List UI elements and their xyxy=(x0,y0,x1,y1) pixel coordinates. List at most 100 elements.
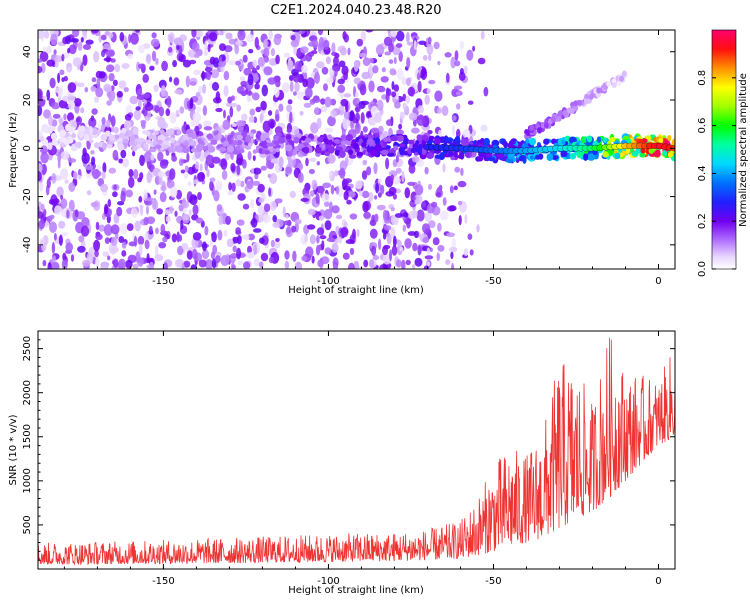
noise-blob xyxy=(309,234,316,245)
track-blob xyxy=(128,141,136,146)
noise-blob xyxy=(401,76,407,86)
noise-blob xyxy=(451,262,455,269)
noise-blob xyxy=(414,257,423,267)
track-blob xyxy=(84,133,90,142)
noise-blob xyxy=(362,126,368,133)
colorbar-tick-label: 0.8 xyxy=(697,70,708,86)
noise-blob xyxy=(184,165,189,172)
noise-blob xyxy=(218,43,227,51)
track-blob xyxy=(326,134,333,141)
track-blob xyxy=(667,151,674,158)
noise-blob xyxy=(396,129,404,136)
noise-blob xyxy=(420,68,428,80)
noise-blob xyxy=(286,128,292,133)
track-blob xyxy=(459,151,465,160)
noise-blob xyxy=(234,44,240,55)
noise-blob xyxy=(340,47,347,56)
noise-blob xyxy=(211,232,217,241)
noise-blob xyxy=(401,170,405,183)
noise-blob xyxy=(38,211,44,219)
noise-blob xyxy=(201,249,210,260)
noise-blob xyxy=(38,58,43,63)
branch-blob xyxy=(619,75,625,82)
track-blob xyxy=(602,137,608,144)
noise-blob xyxy=(58,234,63,246)
track-blob xyxy=(71,132,77,139)
noise-blob xyxy=(260,100,267,111)
noise-blob xyxy=(139,205,144,216)
noise-blob xyxy=(424,94,430,105)
noise-blob xyxy=(247,233,255,241)
noise-blob xyxy=(343,33,349,43)
noise-blob xyxy=(195,217,204,224)
track-blob xyxy=(146,139,152,144)
track-blob xyxy=(483,137,491,146)
noise-blob xyxy=(114,63,121,73)
noise-blob xyxy=(441,105,449,116)
noise-blob xyxy=(186,152,190,163)
noise-blob xyxy=(402,102,407,111)
noise-blob xyxy=(466,49,474,61)
track-blob xyxy=(154,144,162,149)
branch-blob xyxy=(584,93,590,100)
noise-blob xyxy=(362,57,371,67)
noise-blob xyxy=(360,31,367,42)
noise-blob xyxy=(368,191,374,202)
noise-blob xyxy=(393,69,397,75)
noise-blob xyxy=(190,264,197,269)
noise-blob xyxy=(291,30,300,33)
noise-blob xyxy=(326,237,336,243)
noise-blob xyxy=(146,253,150,263)
noise-blob xyxy=(477,57,486,65)
track-blob xyxy=(383,137,389,142)
noise-blob xyxy=(130,207,138,219)
track-blob xyxy=(416,134,423,142)
noise-blob xyxy=(464,214,468,224)
noise-blob xyxy=(356,229,360,238)
noise-blob xyxy=(319,235,327,240)
snr-y-tick-label: 2500 xyxy=(22,336,33,361)
track-blob xyxy=(454,135,461,143)
noise-blob xyxy=(218,214,224,225)
noise-blob xyxy=(225,215,232,225)
noise-blob xyxy=(192,204,199,216)
noise-blob xyxy=(246,94,252,103)
noise-blob xyxy=(348,154,357,159)
noise-blob xyxy=(347,47,351,56)
track-blob xyxy=(438,152,445,161)
noise-blob xyxy=(38,171,42,182)
noise-blob xyxy=(437,244,445,252)
noise-blob xyxy=(102,162,107,174)
noise-blob xyxy=(229,106,234,118)
noise-blob xyxy=(416,209,425,222)
noise-blob xyxy=(49,214,55,220)
noise-blob xyxy=(239,76,246,81)
noise-blob xyxy=(78,235,85,243)
noise-blob xyxy=(270,239,275,248)
branch-blob xyxy=(551,116,556,123)
noise-blob xyxy=(38,219,45,230)
noise-blob xyxy=(395,30,405,42)
noise-blob xyxy=(254,173,259,180)
noise-blob xyxy=(46,59,55,67)
noise-blob xyxy=(151,199,159,211)
track-blob xyxy=(266,142,274,147)
track-blob xyxy=(126,130,134,137)
track-blob xyxy=(248,142,253,147)
noise-blob xyxy=(148,225,153,233)
track-blob xyxy=(77,131,85,137)
noise-blob xyxy=(372,65,379,74)
noise-blob xyxy=(362,159,368,166)
spectrogram-frame xyxy=(37,29,676,270)
noise-blob xyxy=(314,72,320,84)
noise-blob xyxy=(428,220,436,229)
noise-blob xyxy=(284,250,290,260)
noise-blob xyxy=(254,83,260,90)
noise-blob xyxy=(199,163,203,172)
track-blob xyxy=(227,135,232,142)
noise-blob xyxy=(68,100,75,110)
noise-blob xyxy=(127,176,135,189)
noise-blob xyxy=(343,93,352,98)
track-blob xyxy=(352,142,360,150)
noise-blob xyxy=(426,43,434,55)
